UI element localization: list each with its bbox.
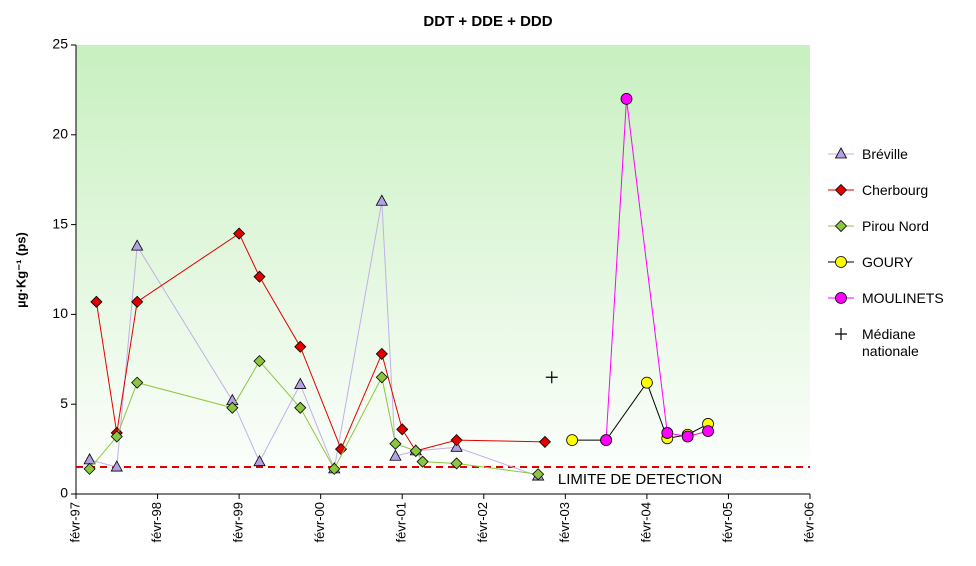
marker — [253, 355, 266, 368]
marker — [233, 227, 246, 240]
legend-label: Médiane nationale — [862, 326, 919, 359]
legend-label: Bréville — [862, 146, 908, 162]
marker — [389, 437, 402, 450]
x-tick-label: févr-05 — [720, 502, 735, 542]
legend-item: GOURY — [826, 250, 974, 286]
marker — [620, 92, 633, 105]
legend-symbol — [828, 183, 854, 197]
x-tick-label: févr-98 — [149, 502, 164, 542]
legend-symbol — [835, 328, 847, 340]
x-tick-label: févr-00 — [312, 502, 327, 542]
marker — [253, 454, 266, 467]
marker — [834, 147, 848, 159]
legend-label: Cherbourg — [862, 182, 929, 198]
marker — [131, 376, 144, 389]
legend-item: Cherbourg — [826, 178, 974, 214]
x-tick-label: févr-02 — [475, 502, 490, 542]
marker — [416, 455, 429, 468]
legend-label: Pirou Nord — [862, 218, 929, 234]
marker — [834, 219, 848, 233]
marker — [110, 460, 123, 472]
marker — [409, 444, 422, 457]
chart-title: DDT + DDE + DDD — [423, 13, 552, 30]
series-line — [95, 232, 545, 452]
y-axis-label: µg·Kg⁻¹ (ps) — [13, 232, 28, 308]
marker — [375, 347, 388, 360]
marker — [450, 434, 463, 447]
legend: Bréville Cherbourg Pirou Nord GOURY MOULINET… — [826, 142, 974, 359]
marker — [566, 434, 579, 447]
marker — [450, 440, 463, 452]
y-tick-label: 10 — [52, 305, 68, 321]
marker — [375, 371, 388, 384]
y-tick-label: 20 — [52, 126, 68, 142]
marker — [835, 328, 847, 340]
legend-symbol — [828, 256, 854, 268]
marker — [131, 295, 144, 308]
legend-label: GOURY — [862, 254, 914, 270]
x-tick-label: févr-06 — [801, 502, 816, 542]
marker — [83, 462, 96, 475]
legend-symbol — [828, 219, 854, 233]
marker — [375, 194, 389, 206]
marker — [532, 468, 545, 481]
marker — [661, 427, 674, 439]
marker — [328, 462, 341, 475]
marker — [253, 270, 266, 283]
detection-limit-label: LIMITE DE DETECTION — [558, 471, 722, 488]
x-tick-label: févr-01 — [394, 502, 409, 542]
marker — [702, 425, 714, 438]
marker — [600, 434, 613, 447]
legend-item: MOULINETS — [826, 286, 974, 322]
x-tick-label: févr-04 — [638, 502, 653, 542]
plot-area — [76, 45, 810, 494]
marker — [681, 430, 694, 443]
y-tick-label: 15 — [52, 215, 68, 231]
marker — [130, 239, 144, 251]
y-tick-label: 5 — [60, 395, 68, 411]
marker — [294, 401, 307, 414]
marker — [90, 295, 103, 308]
marker — [389, 449, 402, 461]
legend-label: MOULINETS — [862, 290, 944, 306]
marker — [294, 340, 307, 353]
series-line — [89, 201, 539, 477]
legend-symbol — [828, 292, 854, 304]
marker — [450, 457, 463, 470]
marker — [835, 256, 847, 268]
marker — [538, 435, 552, 448]
marker — [640, 376, 653, 389]
marker — [545, 371, 558, 384]
legend-item: Médiane nationale — [826, 322, 974, 359]
marker — [835, 292, 847, 304]
x-tick-label: févr-99 — [231, 502, 246, 542]
y-tick-label: 25 — [52, 36, 68, 52]
y-tick-label: 0 — [60, 485, 68, 501]
marker — [294, 377, 307, 389]
legend-symbol — [828, 147, 854, 159]
x-tick-label: févr-03 — [557, 502, 572, 542]
x-tick-label: févr-97 — [67, 502, 82, 542]
legend-item: Bréville — [826, 142, 974, 178]
legend-item: Pirou Nord — [826, 214, 974, 250]
marker — [396, 423, 409, 436]
marker — [834, 183, 848, 197]
marker — [334, 443, 348, 456]
marker — [110, 430, 123, 443]
marker — [226, 401, 239, 414]
